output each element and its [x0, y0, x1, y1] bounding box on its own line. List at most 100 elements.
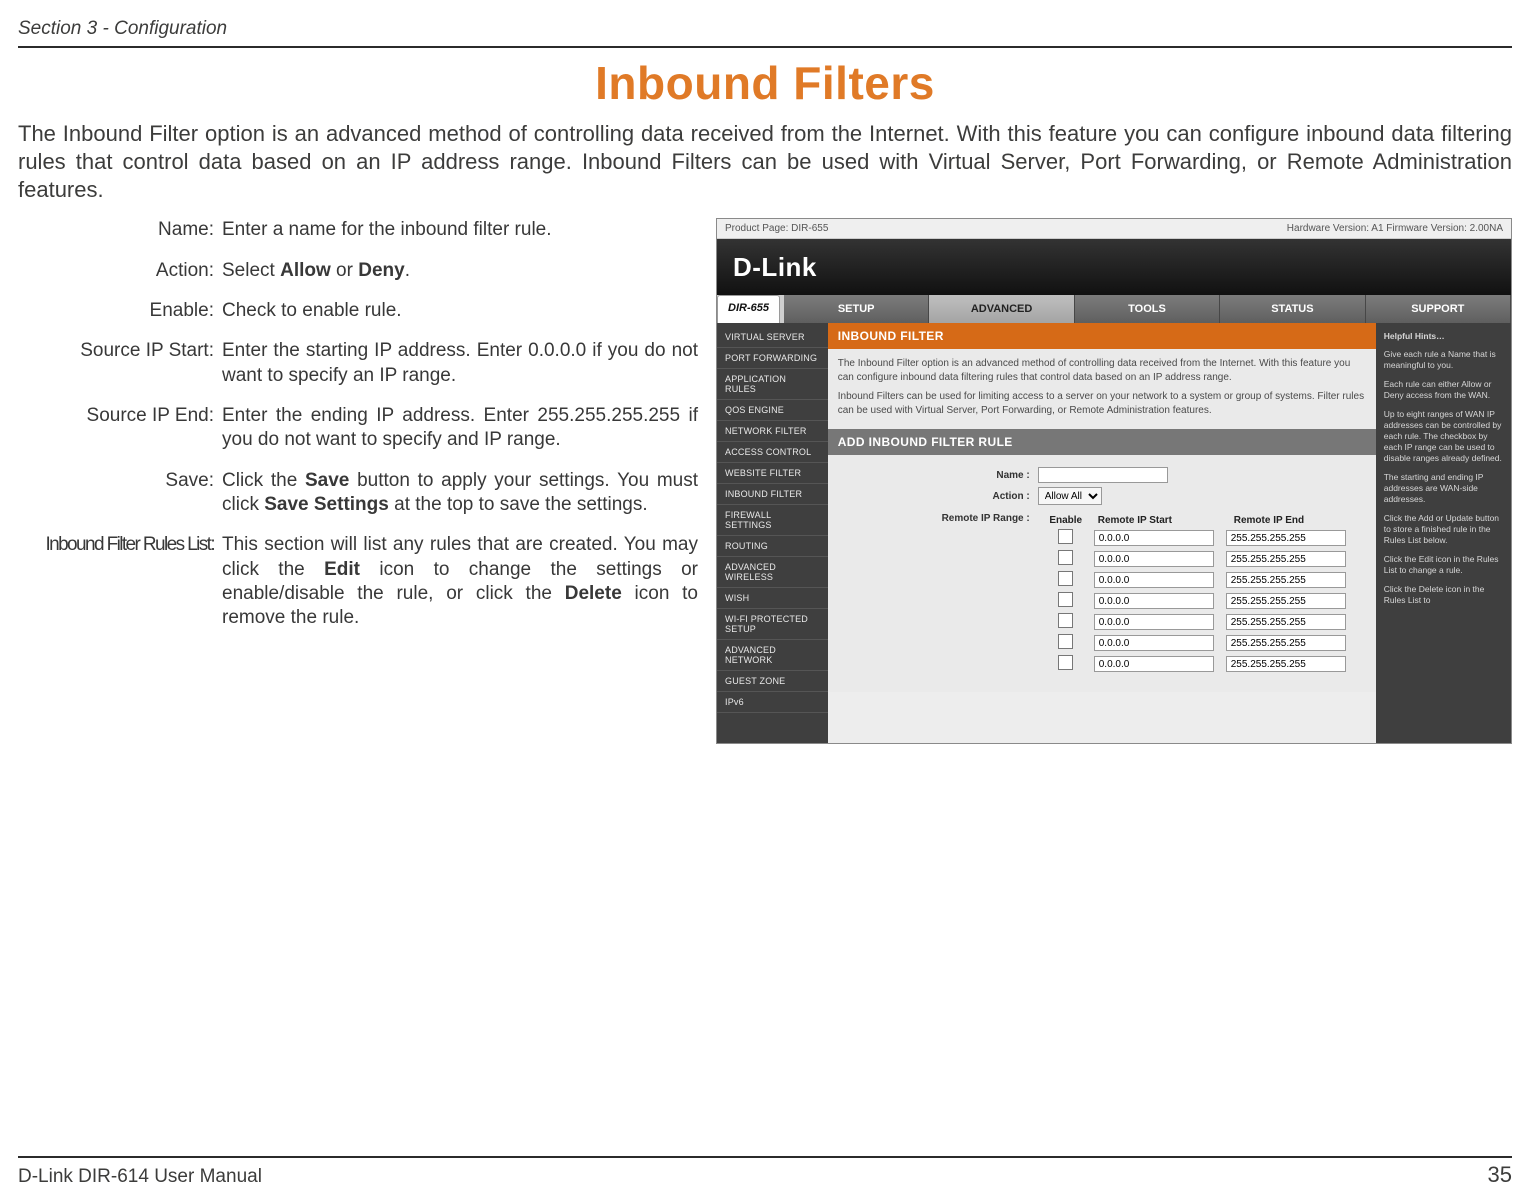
input-ip-end[interactable]	[1226, 635, 1346, 651]
input-ip-start[interactable]	[1094, 656, 1214, 672]
def-name: Name: Enter a name for the inbound filte…	[18, 218, 698, 242]
checkbox-enable[interactable]	[1058, 613, 1073, 628]
product-page: Product Page: DIR-655	[725, 223, 828, 234]
sidebar-item[interactable]: PORT FORWARDING	[717, 348, 828, 369]
manual-title: D-Link DIR-614 User Manual	[18, 1166, 262, 1188]
label-remote-ip-range: Remote IP Range :	[838, 509, 1038, 524]
input-ip-end[interactable]	[1226, 593, 1346, 609]
def-text: Select Allow or Deny.	[222, 259, 698, 283]
sidebar-item[interactable]: ADVANCED WIRELESS	[717, 557, 828, 588]
hint-text: Up to eight ranges of WAN IP addresses c…	[1384, 409, 1503, 464]
input-rule-name[interactable]	[1038, 467, 1168, 483]
product-version: Hardware Version: A1 Firmware Version: 2…	[1287, 223, 1503, 234]
checkbox-enable[interactable]	[1058, 634, 1073, 649]
col-ip-start: Remote IP Start	[1094, 515, 1230, 526]
tab-status[interactable]: STATUS	[1220, 295, 1365, 323]
sidebar-item[interactable]: ACCESS CONTROL	[717, 442, 828, 463]
router-model-crumb: DIR-655	[717, 295, 780, 323]
input-ip-end[interactable]	[1226, 656, 1346, 672]
input-ip-end[interactable]	[1226, 551, 1346, 567]
sidebar-item[interactable]: APPLICATION RULES	[717, 369, 828, 400]
tab-advanced[interactable]: ADVANCED	[929, 295, 1074, 323]
tab-support[interactable]: SUPPORT	[1366, 295, 1511, 323]
tab-tools[interactable]: TOOLS	[1075, 295, 1220, 323]
ip-range-row	[1038, 550, 1366, 568]
t: Save	[305, 470, 349, 491]
sidebar-item[interactable]: WEBSITE FILTER	[717, 463, 828, 484]
sidebar-item[interactable]: ADVANCED NETWORK	[717, 640, 828, 671]
input-ip-start[interactable]	[1094, 593, 1214, 609]
sidebar-item[interactable]: FIREWALL SETTINGS	[717, 505, 828, 536]
input-ip-start[interactable]	[1094, 635, 1214, 651]
hints-title: Helpful Hints…	[1384, 331, 1503, 342]
checkbox-enable[interactable]	[1058, 655, 1073, 670]
input-ip-start[interactable]	[1094, 614, 1214, 630]
sidebar-item[interactable]: IPv6	[717, 692, 828, 713]
hint-text: Click the Delete icon in the Rules List …	[1384, 584, 1503, 606]
hint-text: Each rule can either Allow or Deny acces…	[1384, 379, 1503, 401]
def-text: Enter the starting IP address. Enter 0.0…	[222, 339, 698, 388]
label-name: Name :	[838, 470, 1038, 481]
footer-rule	[18, 1156, 1512, 1158]
panel-inbound-filter-body: The Inbound Filter option is an advanced…	[828, 349, 1376, 429]
ip-range-row	[1038, 613, 1366, 631]
panel-add-rule-title: ADD INBOUND FILTER RULE	[828, 429, 1376, 455]
router-banner: D-Link	[717, 239, 1511, 295]
input-ip-end[interactable]	[1226, 614, 1346, 630]
input-ip-start[interactable]	[1094, 530, 1214, 546]
sidebar-item[interactable]: WI-FI PROTECTED SETUP	[717, 609, 828, 640]
def-action: Action: Select Allow or Deny.	[18, 259, 698, 283]
def-label: Enable:	[18, 299, 222, 323]
t: Edit	[324, 559, 360, 580]
t: Save Settings	[264, 494, 389, 515]
col-ip-end: Remote IP End	[1230, 515, 1366, 526]
definitions-column: Name: Enter a name for the inbound filte…	[18, 218, 698, 646]
def-text: Enter a name for the inbound filter rule…	[222, 218, 698, 242]
page-title: Inbound Filters	[18, 56, 1512, 110]
t: Deny	[358, 260, 404, 281]
panel-add-rule-body: Name : Action : Allow All Remote IP Rang…	[828, 455, 1376, 692]
ip-range-row	[1038, 634, 1366, 652]
hint-text: Click the Edit icon in the Rules List to…	[1384, 554, 1503, 576]
ip-range-row	[1038, 571, 1366, 589]
intro-paragraph: The Inbound Filter option is an advanced…	[18, 120, 1512, 204]
checkbox-enable[interactable]	[1058, 550, 1073, 565]
router-tab-row: DIR-655 SETUPADVANCEDTOOLSSTATUSSUPPORT	[717, 295, 1511, 323]
def-label: Source IP End:	[18, 404, 222, 453]
sidebar-item[interactable]: QOS ENGINE	[717, 400, 828, 421]
sidebar-item[interactable]: INBOUND FILTER	[717, 484, 828, 505]
hint-text: Click the Add or Update button to store …	[1384, 513, 1503, 546]
page-number: 35	[1488, 1162, 1512, 1188]
checkbox-enable[interactable]	[1058, 592, 1073, 607]
t: Click the	[222, 470, 305, 491]
sidebar-item[interactable]: VIRTUAL SERVER	[717, 327, 828, 348]
input-ip-start[interactable]	[1094, 551, 1214, 567]
def-text: This section will list any rules that ar…	[222, 533, 698, 630]
hint-text: Give each rule a Name that is meaningful…	[1384, 349, 1503, 371]
t: at the top to save the settings.	[389, 494, 648, 515]
label-action: Action :	[838, 491, 1038, 502]
def-source-ip-start: Source IP Start: Enter the starting IP a…	[18, 339, 698, 388]
def-label: Inbound Filter Rules List:	[18, 533, 222, 630]
router-main: INBOUND FILTER The Inbound Filter option…	[828, 323, 1376, 743]
input-ip-start[interactable]	[1094, 572, 1214, 588]
select-action[interactable]: Allow All	[1038, 487, 1102, 505]
panel-text: Inbound Filters can be used for limiting…	[838, 390, 1366, 417]
t: Select	[222, 260, 280, 281]
sidebar-item[interactable]: WISH	[717, 588, 828, 609]
input-ip-end[interactable]	[1226, 572, 1346, 588]
def-label: Action:	[18, 259, 222, 283]
header-rule	[18, 46, 1512, 48]
sidebar-item[interactable]: NETWORK FILTER	[717, 421, 828, 442]
checkbox-enable[interactable]	[1058, 571, 1073, 586]
sidebar-item[interactable]: ROUTING	[717, 536, 828, 557]
router-product-bar: Product Page: DIR-655 Hardware Version: …	[717, 219, 1511, 239]
def-save: Save: Click the Save button to apply you…	[18, 469, 698, 518]
tab-setup[interactable]: SETUP	[784, 295, 929, 323]
col-enable: Enable	[1038, 515, 1094, 526]
checkbox-enable[interactable]	[1058, 529, 1073, 544]
sidebar-item[interactable]: GUEST ZONE	[717, 671, 828, 692]
t: or	[331, 260, 358, 281]
input-ip-end[interactable]	[1226, 530, 1346, 546]
panel-inbound-filter-title: INBOUND FILTER	[828, 323, 1376, 349]
